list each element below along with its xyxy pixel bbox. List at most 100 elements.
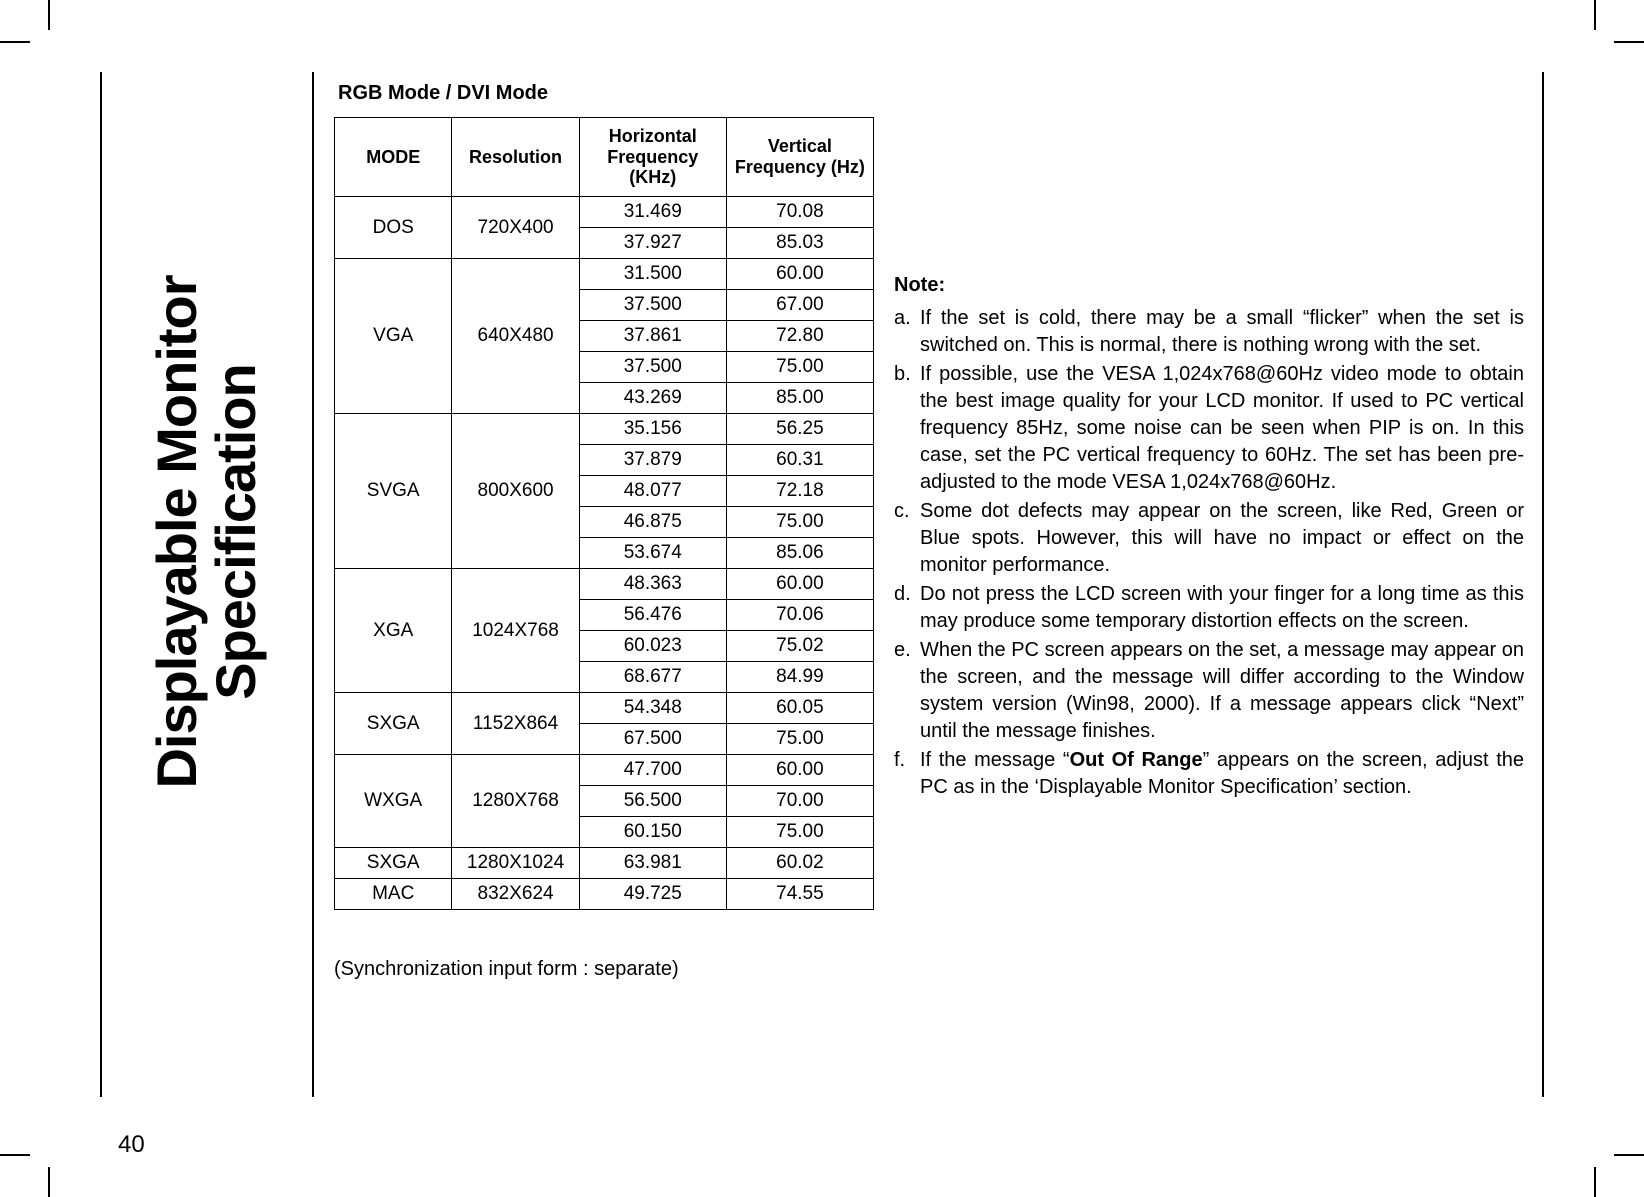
note-item: f.If the message “Out Of Range” appears … (894, 747, 1524, 801)
cell-resolution: 800X600 (452, 414, 579, 569)
cell-vfreq: 72.80 (726, 321, 873, 352)
cell-vfreq: 75.00 (726, 817, 873, 848)
cell-vfreq: 72.18 (726, 476, 873, 507)
cell-mode: XGA (335, 569, 452, 693)
note-label: b. (894, 361, 920, 496)
cell-mode: DOS (335, 197, 452, 259)
cell-hfreq: 60.023 (579, 631, 726, 662)
notes-list: a.If the set is cold, there may be a sma… (894, 305, 1524, 801)
notes-title: Note: (894, 272, 1524, 299)
crop-mark (48, 0, 50, 30)
note-item: b.If possible, use the VESA 1,024x768@60… (894, 361, 1524, 496)
page-title: Displayable Monitor Specification (148, 275, 266, 788)
note-label: e. (894, 637, 920, 745)
title-band: Displayable Monitor Specification (102, 72, 312, 1097)
table-row: MAC832X62449.72574.55 (335, 879, 874, 910)
note-item: a.If the set is cold, there may be a sma… (894, 305, 1524, 359)
cell-resolution: 720X400 (452, 197, 579, 259)
cell-hfreq: 46.875 (579, 507, 726, 538)
cell-hfreq: 31.500 (579, 259, 726, 290)
cell-vfreq: 60.00 (726, 259, 873, 290)
table-row: DOS720X40031.46970.08 (335, 197, 874, 228)
cell-hfreq: 63.981 (579, 848, 726, 879)
cell-hfreq: 35.156 (579, 414, 726, 445)
table-row: SVGA800X60035.15656.25 (335, 414, 874, 445)
out-of-range-label: Out Of Range (1070, 749, 1203, 771)
cell-mode: SVGA (335, 414, 452, 569)
cell-resolution: 1152X864 (452, 693, 579, 755)
cell-hfreq: 48.363 (579, 569, 726, 600)
cell-hfreq: 53.674 (579, 538, 726, 569)
table-row: XGA1024X76848.36360.00 (335, 569, 874, 600)
cell-vfreq: 60.00 (726, 755, 873, 786)
note-label: d. (894, 581, 920, 635)
cell-resolution: 640X480 (452, 259, 579, 414)
title-line2: Specification (204, 364, 267, 700)
cell-vfreq: 56.25 (726, 414, 873, 445)
cell-hfreq: 37.927 (579, 228, 726, 259)
cell-vfreq: 75.00 (726, 352, 873, 383)
cell-hfreq: 48.077 (579, 476, 726, 507)
cell-resolution: 1024X768 (452, 569, 579, 693)
content-frame: Displayable Monitor Specification RGB Mo… (100, 72, 1544, 1097)
note-text: Some dot defects may appear on the scree… (920, 498, 1524, 579)
table-row: SXGA1280X102463.98160.02 (335, 848, 874, 879)
note-item: d.Do not press the LCD screen with your … (894, 581, 1524, 635)
cell-vfreq: 60.31 (726, 445, 873, 476)
crop-mark (1594, 1167, 1596, 1197)
cell-vfreq: 75.00 (726, 724, 873, 755)
cell-hfreq: 37.500 (579, 290, 726, 321)
cell-hfreq: 37.861 (579, 321, 726, 352)
table-row: VGA640X48031.50060.00 (335, 259, 874, 290)
cell-hfreq: 31.469 (579, 197, 726, 228)
crop-mark (48, 1167, 50, 1197)
cell-hfreq: 60.150 (579, 817, 726, 848)
note-text: Do not press the LCD screen with your fi… (920, 581, 1524, 635)
cell-hfreq: 47.700 (579, 755, 726, 786)
cell-resolution: 1280X768 (452, 755, 579, 848)
cell-mode: VGA (335, 259, 452, 414)
cell-vfreq: 75.00 (726, 507, 873, 538)
cell-vfreq: 85.00 (726, 383, 873, 414)
cell-hfreq: 54.348 (579, 693, 726, 724)
cell-vfreq: 70.06 (726, 600, 873, 631)
note-label: c. (894, 498, 920, 579)
cell-vfreq: 60.00 (726, 569, 873, 600)
th-vfreq: Vertical Frequency (Hz) (726, 118, 873, 197)
cell-vfreq: 84.99 (726, 662, 873, 693)
page-number: 40 (118, 1131, 145, 1159)
cell-vfreq: 75.02 (726, 631, 873, 662)
cell-mode: SXGA (335, 848, 452, 879)
note-item: c.Some dot defects may appear on the scr… (894, 498, 1524, 579)
cell-hfreq: 37.879 (579, 445, 726, 476)
cell-hfreq: 37.500 (579, 352, 726, 383)
table-row: WXGA1280X76847.70060.00 (335, 755, 874, 786)
cell-mode: SXGA (335, 693, 452, 755)
cell-hfreq: 56.476 (579, 600, 726, 631)
notes-column: Note: a.If the set is cold, there may be… (872, 72, 1542, 1097)
page: Displayable Monitor Specification RGB Mo… (0, 0, 1644, 1197)
th-hfreq: Horizontal Frequency (KHz) (579, 118, 726, 197)
cell-hfreq: 56.500 (579, 786, 726, 817)
note-label: a. (894, 305, 920, 359)
note-text: If the message “Out Of Range” appears on… (920, 747, 1524, 801)
spec-table: MODE Resolution Horizontal Frequency (KH… (334, 117, 874, 910)
crop-mark (0, 41, 30, 43)
table-column: RGB Mode / DVI Mode MODE Resolution Hori… (312, 72, 872, 1097)
cell-vfreq: 60.05 (726, 693, 873, 724)
cell-resolution: 832X624 (452, 879, 579, 910)
cell-hfreq: 67.500 (579, 724, 726, 755)
cell-hfreq: 49.725 (579, 879, 726, 910)
cell-vfreq: 85.03 (726, 228, 873, 259)
cell-hfreq: 43.269 (579, 383, 726, 414)
crop-mark (0, 1154, 30, 1156)
cell-vfreq: 70.00 (726, 786, 873, 817)
table-section-title: RGB Mode / DVI Mode (338, 82, 872, 105)
th-resolution: Resolution (452, 118, 579, 197)
table-row: SXGA1152X86454.34860.05 (335, 693, 874, 724)
cell-vfreq: 85.06 (726, 538, 873, 569)
crop-mark (1614, 1154, 1644, 1156)
note-label: f. (894, 747, 920, 801)
th-mode: MODE (335, 118, 452, 197)
cell-vfreq: 70.08 (726, 197, 873, 228)
